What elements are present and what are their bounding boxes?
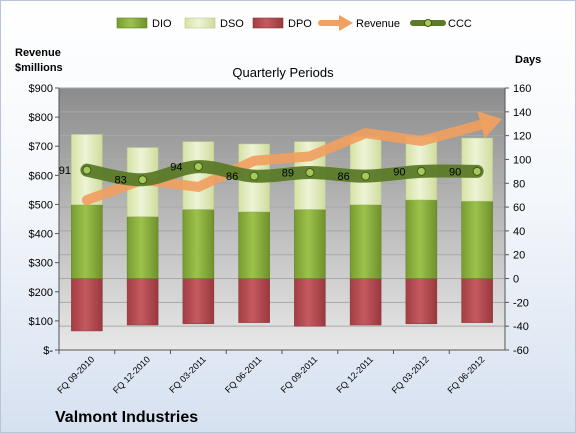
dio-bar	[182, 209, 215, 279]
dio-bar	[71, 204, 103, 279]
legend-label-dio: DIO	[152, 18, 172, 30]
left-tick-label: $900	[29, 83, 53, 95]
left-tick-label: $700	[29, 141, 53, 153]
right-tick-label: -20	[513, 297, 529, 309]
legend-label-dso: DSO	[220, 18, 244, 30]
ccc-point	[249, 171, 259, 181]
left-tick-label: $500	[29, 199, 53, 211]
dio-bar	[461, 200, 493, 279]
x-tick-label: FQ 12-2011	[334, 354, 375, 395]
legend-label-dpo: DPO	[288, 18, 312, 30]
dpo-bar	[349, 278, 382, 326]
x-tick-label: FQ 03-2011	[167, 354, 208, 395]
dio-bar	[294, 209, 326, 279]
dpo-bar	[71, 278, 103, 332]
left-tick-label: $800	[29, 112, 53, 124]
x-tick-label: FQ 03-2012	[390, 354, 431, 395]
legend-arrowhead-revenue	[339, 15, 353, 31]
right-axis-title: Days	[515, 54, 541, 66]
ccc-data-label: 91	[59, 165, 71, 177]
right-tick-label: -60	[513, 345, 529, 357]
x-tick-label: FQ 06-2012	[446, 354, 487, 395]
x-tick-label: FQ 06-2011	[223, 354, 264, 395]
revenue-arrowhead	[477, 111, 503, 139]
left-tick-label: $100	[29, 316, 53, 328]
ccc-point	[305, 168, 315, 178]
x-tick-label: FQ 12-2010	[111, 354, 152, 395]
left-tick-label: $200	[29, 287, 53, 299]
legend-label-ccc: CCC	[448, 18, 472, 30]
ccc-data-label: 89	[282, 168, 294, 180]
legend: DIO DSO DPO Revenue CCC	[116, 15, 472, 31]
ccc-point	[138, 175, 148, 185]
company-name: Valmont Industries	[55, 409, 198, 426]
legend-swatch-dpo	[252, 17, 284, 29]
ccc-point	[361, 171, 371, 181]
right-tick-label: 140	[513, 107, 531, 119]
ccc-point	[193, 162, 203, 172]
ccc-series: 91 83 94 86 89 86 90 90	[59, 160, 484, 187]
ccc-line	[80, 160, 484, 187]
ccc-data-label: 90	[449, 166, 461, 178]
right-tick-label: 40	[513, 226, 525, 238]
ccc-data-label: 83	[115, 175, 127, 187]
dio-bar	[405, 199, 438, 279]
ccc-data-label: 86	[226, 171, 238, 183]
legend-label-revenue: Revenue	[356, 18, 400, 30]
dpo-bar	[405, 278, 438, 325]
ccc-data-label: 86	[338, 171, 350, 183]
right-tick-label: 160	[513, 83, 531, 95]
left-axis-title-line1: Revenue	[15, 47, 61, 59]
left-tick-label: $-	[43, 345, 53, 357]
right-tick-label: 20	[513, 250, 525, 262]
dpo-bar	[238, 278, 270, 323]
dpo-bar	[294, 278, 326, 327]
right-tick-label: 80	[513, 178, 525, 190]
dpo-bar	[182, 278, 215, 325]
dio-bar	[238, 211, 270, 279]
left-tick-label: $600	[29, 170, 53, 182]
left-tick-label: $400	[29, 229, 53, 241]
right-tick-label: 60	[513, 202, 525, 214]
left-axis-title-line2: $millions	[15, 62, 63, 74]
right-tick-label: -40	[513, 321, 529, 333]
legend-marker-ccc	[424, 19, 432, 27]
dio-bar	[349, 204, 382, 279]
x-tick-label: FQ 09-2011	[279, 354, 320, 395]
legend-swatch-dso	[184, 17, 216, 29]
plot-area	[59, 88, 505, 350]
dpo-bar	[126, 278, 159, 326]
right-tick-label: 100	[513, 154, 531, 166]
ccc-data-label: 94	[170, 162, 182, 174]
ccc-point	[472, 166, 482, 176]
x-tick-label: FQ 09-2010	[55, 354, 96, 395]
ccc-point	[416, 166, 426, 176]
ccc-point	[82, 165, 92, 175]
right-tick-label: 120	[513, 131, 531, 143]
left-tick-label: $300	[29, 258, 53, 270]
dso-bar	[182, 141, 215, 210]
chart-title: Quarterly Periods	[232, 65, 334, 80]
dpo-bar	[461, 278, 493, 323]
legend-swatch-dio	[116, 17, 148, 29]
dio-bar	[126, 216, 159, 279]
ccc-data-label: 90	[393, 166, 405, 178]
right-tick-label: 0	[513, 274, 519, 286]
